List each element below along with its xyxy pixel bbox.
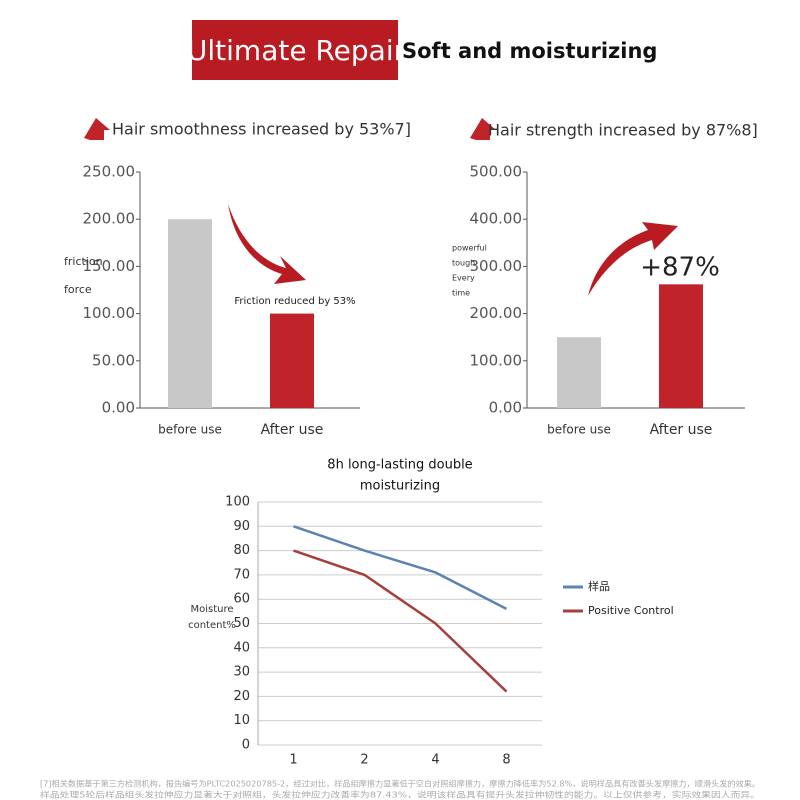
x-tick-label: 2 <box>360 753 368 768</box>
line <box>293 525 508 611</box>
y-tick-label: 300.00 <box>470 257 523 275</box>
badge: Ultimate Repair <box>187 34 406 67</box>
bar <box>270 313 314 408</box>
legend-label: Positive Control <box>588 604 674 617</box>
y-tick-label: 100 <box>225 495 250 510</box>
y-tick-label: 50 <box>233 616 250 631</box>
y-axis-label: content% <box>188 620 236 631</box>
y-axis-label: force <box>64 283 92 296</box>
y-tick-label: 200.00 <box>83 210 136 228</box>
x-tick-label: before use <box>547 423 611 437</box>
bar <box>659 284 703 408</box>
footnote: 样品处理5轮后样品组头发拉伸应力显著大于对照组，头发拉伸应力改善率为87.43%… <box>40 790 760 800</box>
y-tick-label: 400.00 <box>470 210 523 228</box>
y-tick-label: 0.00 <box>489 399 522 417</box>
y-tick-label: 70 <box>233 567 250 582</box>
up-icon <box>84 118 110 140</box>
chart-title: moisturizing <box>360 479 440 494</box>
chart-title: Hair strength increased by 87%8] <box>488 121 758 140</box>
y-tick-label: 30 <box>233 665 250 680</box>
y-axis-label: Moisture <box>190 604 233 615</box>
footnote: [7]相关数据基于第三方检测机构，报告编号为PLTC2025020785-2，经… <box>40 779 760 789</box>
x-tick-label: before use <box>158 423 222 437</box>
y-tick-label: 0 <box>242 738 250 753</box>
y-axis-label: tough <box>452 259 475 268</box>
annotation: Friction reduced by 53% <box>234 296 355 307</box>
y-tick-label: 50.00 <box>92 351 135 369</box>
chart-title: 8h long-lasting double <box>327 458 472 473</box>
y-tick-label: 40 <box>233 640 250 655</box>
x-tick-label: After use <box>650 422 713 438</box>
up-icon <box>470 118 496 140</box>
bar <box>168 219 212 408</box>
y-tick-label: 200.00 <box>470 304 523 322</box>
y-tick-label: 0.00 <box>102 399 135 417</box>
x-tick-label: 4 <box>431 753 439 768</box>
y-tick-label: 100.00 <box>83 304 136 322</box>
y-tick-label: 500.00 <box>470 163 523 181</box>
bar <box>557 337 601 408</box>
y-tick-label: 20 <box>233 689 250 704</box>
annotation: +87% <box>640 253 720 283</box>
y-tick-label: 10 <box>233 713 250 728</box>
down-arrow <box>228 204 306 284</box>
x-tick-label: After use <box>261 422 324 438</box>
x-tick-label: 8 <box>502 753 510 768</box>
chart-title: Hair smoothness increased by 53%7] <box>112 120 411 139</box>
y-tick-label: 100.00 <box>470 351 523 369</box>
y-axis-label: Every <box>452 274 475 283</box>
up-arrow <box>588 222 678 296</box>
y-tick-label: 60 <box>233 592 250 607</box>
tagline: Soft and moisturizing <box>402 39 657 63</box>
y-axis-label: time <box>452 289 470 298</box>
badge-bg <box>192 20 398 80</box>
y-tick-label: 250.00 <box>83 163 136 181</box>
y-axis-label: friction <box>64 255 103 268</box>
x-tick-label: 1 <box>289 753 297 768</box>
y-tick-label: 150.00 <box>83 257 136 275</box>
line <box>293 549 508 693</box>
y-tick-label: 80 <box>233 543 250 558</box>
y-tick-label: 90 <box>233 519 250 534</box>
y-axis-label: powerful <box>452 244 487 253</box>
legend-label: 样品 <box>588 579 610 593</box>
